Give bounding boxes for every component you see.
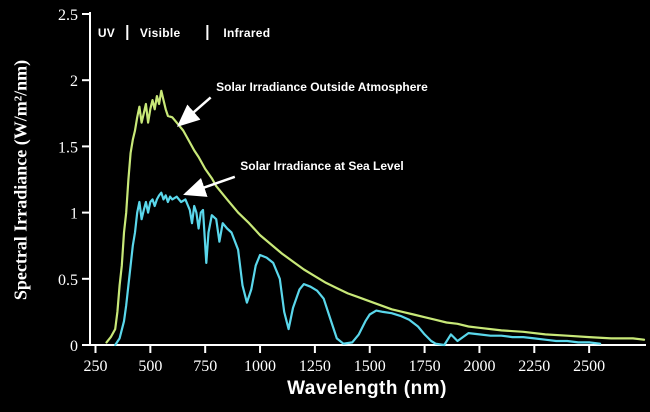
y-tick-label: 0 bbox=[70, 338, 78, 355]
band-label-infrared: Infrared bbox=[223, 26, 270, 40]
x-tick-label: 750 bbox=[193, 358, 217, 375]
annotation-text-0: Solar Irradiance Outside Atmosphere bbox=[216, 80, 428, 94]
series-line-sea-level bbox=[114, 191, 602, 347]
y-tick-label: 2 bbox=[70, 73, 78, 90]
x-tick-label: 2000 bbox=[463, 358, 495, 375]
band-label-uv: UV bbox=[98, 26, 115, 40]
annotation-arrow-1 bbox=[183, 175, 236, 197]
x-tick-label: 500 bbox=[138, 358, 162, 375]
y-tick-label: 1 bbox=[70, 206, 78, 223]
y-axis-title: Spectral Irradiance (W/m²/nm) bbox=[10, 59, 31, 301]
band-label-visible: Visible bbox=[140, 26, 181, 40]
y-tick-label: 0.5 bbox=[58, 272, 78, 289]
x-tick-label: 1000 bbox=[244, 358, 276, 375]
x-tick-label: 1750 bbox=[409, 358, 441, 375]
x-tick-label: 1500 bbox=[354, 358, 386, 375]
annotation-arrow-0 bbox=[176, 96, 212, 127]
x-tick-label: 2500 bbox=[573, 358, 605, 375]
annotation-text-1: Solar Irradiance at Sea Level bbox=[240, 159, 403, 173]
x-axis-title: Wavelength (nm) bbox=[287, 378, 447, 399]
y-tick-label: 2.5 bbox=[58, 7, 78, 24]
x-tick-label: 2250 bbox=[518, 358, 550, 375]
series-line-outside-atmosphere bbox=[105, 89, 646, 344]
x-tick-label: 1250 bbox=[299, 358, 331, 375]
x-tick-label: 250 bbox=[83, 358, 107, 375]
y-tick-label: 1.5 bbox=[58, 139, 78, 156]
